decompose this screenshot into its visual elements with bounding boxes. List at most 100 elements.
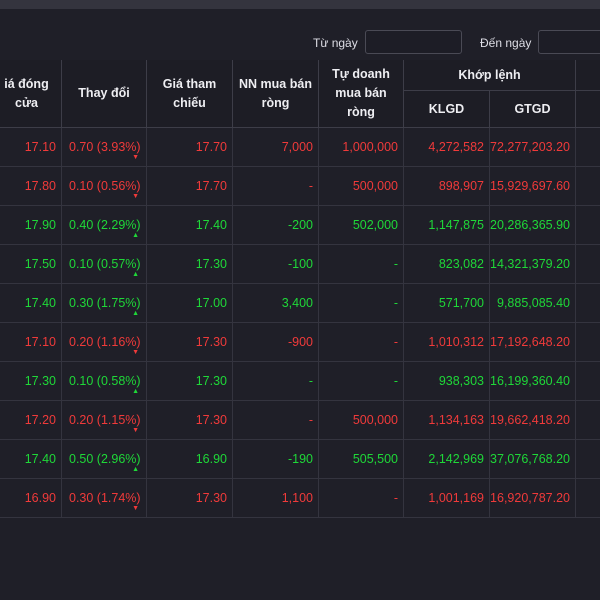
table-row[interactable]: 17.10 0.20 (1.16%) ▼ 17.30 -900 - 1,010,312 17,… (0, 323, 600, 362)
next-column-cell (576, 401, 600, 439)
gtgd-cell-value: 16,920,787.20 (490, 491, 570, 505)
header-klgd[interactable]: KLGD (404, 91, 490, 128)
table-row[interactable]: 17.30 0.10 (0.58%) ▲ 17.30 - - 938,303 16,199,3… (0, 362, 600, 401)
from-date-input[interactable] (365, 30, 462, 54)
next-column-cell (576, 167, 600, 205)
close-price-cell-value: 17.80 (24, 179, 56, 193)
header-proprietary-net[interactable]: Tự doanh mua bán ròng (319, 60, 404, 128)
proprietary-net-cell: 500,000 (319, 401, 404, 439)
next-column-cell (576, 362, 600, 400)
header-next (576, 60, 600, 91)
close-price-cell: 17.50 (0, 245, 62, 283)
header-gtgd[interactable]: GTGD (490, 91, 576, 128)
change-cell: 0.50 (2.96%) ▲ (62, 440, 147, 478)
klgd-cell-value: 823,082 (438, 257, 484, 271)
klgd-cell: 571,700 (404, 284, 490, 322)
table-row[interactable]: 17.80 0.10 (0.56%) ▼ 17.70 - 500,000 898,907 15… (0, 167, 600, 206)
next-column-cell (576, 245, 600, 283)
change-cell-value: 0.10 (0.57%) (69, 257, 141, 271)
next-column-cell (576, 323, 600, 361)
foreign-net-cell-value: -200 (287, 218, 313, 232)
proprietary-net-cell: - (319, 284, 404, 322)
change-cell-value: 0.30 (1.74%) (69, 491, 141, 505)
arrow-up-icon: ▲ (132, 466, 139, 473)
proprietary-net-cell: 1,000,000 (319, 128, 404, 166)
klgd-cell-value: 898,907 (438, 179, 484, 193)
proprietary-net-cell-value: 500,000 (352, 179, 398, 193)
close-price-cell-value: 17.10 (24, 140, 56, 154)
to-date-input[interactable] (538, 30, 600, 54)
table-row[interactable]: 17.10 0.70 (3.93%) ▼ 17.70 7,000 1,000,000 4,2… (0, 128, 600, 167)
close-price-cell-value: 17.20 (24, 413, 56, 427)
ref-price-cell: 17.30 (147, 401, 233, 439)
table-header: iá đóng cửa Thay đổi Giá tham chiếu NN m… (0, 60, 600, 128)
foreign-net-cell-value: - (308, 179, 313, 193)
arrow-up-icon: ▲ (132, 310, 139, 317)
table-row[interactable]: 17.50 0.10 (0.57%) ▲ 17.30 -100 - 823,082 14,32… (0, 245, 600, 284)
proprietary-net-cell-value: - (393, 335, 398, 349)
ref-price-cell: 17.30 (147, 323, 233, 361)
table-row[interactable]: 16.90 0.30 (1.74%) ▼ 17.30 1,100 - 1,001,169 16… (0, 479, 600, 518)
gtgd-cell-value: 19,662,418.20 (490, 413, 570, 427)
arrow-down-icon: ▼ (132, 505, 139, 512)
ref-price-cell-value: 17.30 (195, 374, 227, 388)
close-price-cell-value: 17.50 (24, 257, 56, 271)
ref-price-cell-value: 17.30 (195, 413, 227, 427)
change-cell-value: 0.10 (0.58%) (69, 374, 141, 388)
gtgd-cell-value: 37,076,768.20 (490, 452, 570, 466)
table-row[interactable]: 17.90 0.40 (2.29%) ▲ 17.40 -200 502,000 1,147,… (0, 206, 600, 245)
foreign-net-cell: - (233, 167, 319, 205)
foreign-net-cell: -900 (233, 323, 319, 361)
proprietary-net-cell-value: 1,000,000 (342, 140, 398, 154)
klgd-cell-value: 571,700 (438, 296, 484, 310)
arrow-up-icon: ▲ (132, 271, 139, 278)
klgd-cell: 1,134,163 (404, 401, 490, 439)
top-bar (0, 0, 600, 9)
header-foreign-net[interactable]: NN mua bán ròng (233, 60, 319, 128)
header-next-sub (576, 91, 600, 128)
gtgd-cell: 15,929,697.60 (490, 167, 576, 205)
ref-price-cell-value: 17.30 (195, 257, 227, 271)
arrow-down-icon: ▼ (132, 154, 139, 161)
foreign-net-cell: -200 (233, 206, 319, 244)
ref-price-cell: 17.30 (147, 362, 233, 400)
gtgd-cell-value: 16,199,360.40 (490, 374, 570, 388)
change-cell-value: 0.10 (0.56%) (69, 179, 141, 193)
close-price-cell-value: 17.40 (24, 296, 56, 310)
header-change[interactable]: Thay đổi (62, 60, 147, 128)
change-cell: 0.30 (1.75%) ▲ (62, 284, 147, 322)
header-matched[interactable]: Khớp lệnh (404, 60, 576, 91)
foreign-net-cell: - (233, 362, 319, 400)
ref-price-cell-value: 17.30 (195, 335, 227, 349)
gtgd-cell: 9,885,085.40 (490, 284, 576, 322)
next-column-cell (576, 206, 600, 244)
next-column-cell (576, 128, 600, 166)
gtgd-cell: 16,920,787.20 (490, 479, 576, 517)
foreign-net-cell-value: - (308, 374, 313, 388)
table-row[interactable]: 17.40 0.30 (1.75%) ▲ 17.00 3,400 - 571,700 9,88… (0, 284, 600, 323)
proprietary-net-cell: - (319, 323, 404, 361)
proprietary-net-cell-value: - (393, 374, 398, 388)
foreign-net-cell-value: -100 (287, 257, 313, 271)
ref-price-cell-value: 17.00 (195, 296, 227, 310)
table-row[interactable]: 17.40 0.50 (2.96%) ▲ 16.90 -190 505,500 2,142,… (0, 440, 600, 479)
close-price-cell-value: 17.90 (24, 218, 56, 232)
arrow-up-icon: ▲ (132, 388, 139, 395)
arrow-down-icon: ▼ (132, 427, 139, 434)
header-ref-price[interactable]: Giá tham chiếu (147, 60, 233, 128)
date-filter: Từ ngày Đến ngày (0, 28, 600, 56)
klgd-cell: 938,303 (404, 362, 490, 400)
to-date-label: Đến ngày (480, 36, 532, 50)
change-cell: 0.10 (0.57%) ▲ (62, 245, 147, 283)
ref-price-cell: 17.70 (147, 128, 233, 166)
ref-price-cell: 16.90 (147, 440, 233, 478)
change-cell: 0.70 (3.93%) ▼ (62, 128, 147, 166)
klgd-cell: 1,001,169 (404, 479, 490, 517)
header-close-price[interactable]: iá đóng cửa (0, 60, 62, 128)
table-row[interactable]: 17.20 0.20 (1.15%) ▼ 17.30 - 500,000 1,134,163… (0, 401, 600, 440)
change-cell-value: 0.50 (2.96%) (69, 452, 141, 466)
proprietary-net-cell: - (319, 479, 404, 517)
proprietary-net-cell: - (319, 245, 404, 283)
close-price-cell: 17.10 (0, 323, 62, 361)
ref-price-cell-value: 17.70 (195, 140, 227, 154)
